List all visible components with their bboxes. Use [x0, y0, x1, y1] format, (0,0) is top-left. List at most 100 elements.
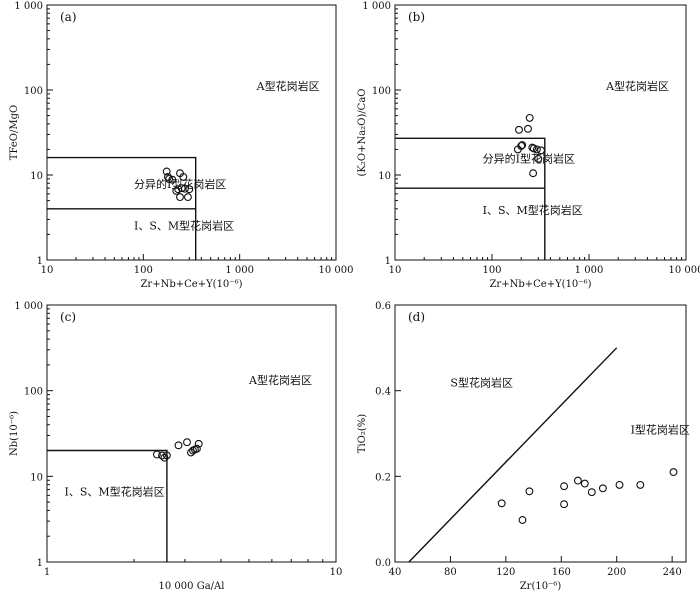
region-label: A型花岗岩区	[248, 373, 312, 387]
field-boundary-line	[408, 347, 618, 563]
data-point	[537, 146, 545, 155]
data-point	[183, 193, 192, 202]
data-point	[162, 167, 171, 176]
y-tick-label: 10	[30, 472, 43, 483]
data-point	[162, 451, 171, 460]
data-point	[580, 479, 589, 488]
x-tick-label: 10	[41, 265, 54, 276]
y-axis-title: TFeO/MgO	[9, 105, 20, 160]
x-tick-label: 160	[552, 567, 571, 578]
y-tick-label: 0.6	[375, 301, 391, 312]
y-axis-title: (K₂O+Na₂O)/CaO	[357, 89, 368, 177]
x-tick-label: 80	[444, 567, 457, 578]
data-point	[573, 476, 582, 485]
x-tick-label: 1 000	[575, 265, 604, 276]
x-tick-label: 1	[44, 567, 50, 578]
data-point	[176, 193, 184, 202]
plot-frame	[46, 4, 337, 261]
region-label: S型花岗岩区	[450, 375, 513, 389]
field-boundary-line	[395, 137, 546, 260]
data-point	[172, 186, 181, 195]
region-label: I、S、M型花岗岩区	[134, 218, 234, 232]
x-tick-label: 240	[663, 567, 682, 578]
plot-frame	[46, 304, 337, 563]
y-tick-label: 1 000	[14, 1, 43, 12]
y-tick-label: 0.0	[375, 558, 391, 569]
data-point	[598, 484, 607, 493]
y-tick-label: 1	[385, 256, 391, 267]
y-tick-label: 10	[30, 171, 43, 182]
data-point	[515, 125, 523, 134]
data-point	[525, 487, 534, 496]
data-point	[160, 453, 169, 462]
data-point	[525, 113, 534, 122]
data-point	[587, 488, 596, 497]
x-tick-label: 10	[330, 567, 343, 578]
x-tick-label: 10 000	[319, 265, 354, 276]
data-point	[560, 500, 569, 509]
x-tick-label: 40	[389, 567, 402, 578]
data-point	[179, 172, 188, 181]
panel-label: (a)	[60, 10, 77, 24]
y-tick-label: 1	[37, 256, 43, 267]
data-point	[158, 451, 166, 460]
x-tick-label: 120	[496, 567, 515, 578]
data-point	[165, 174, 174, 183]
data-point	[529, 144, 538, 153]
field-boundary-line	[47, 449, 168, 562]
data-point	[560, 482, 569, 491]
data-point	[524, 124, 532, 133]
y-tick-label: 1 000	[362, 1, 391, 12]
region-label: 分异的I型花岗岩区	[134, 177, 226, 191]
region-label: I、S、M型花岗岩区	[65, 484, 165, 498]
y-tick-label: 100	[24, 86, 43, 97]
region-label: I、S、M型花岗岩区	[483, 203, 583, 217]
x-tick-label: 10	[389, 265, 402, 276]
region-label: 分异的I型花岗岩区	[483, 152, 575, 166]
panel-c: 1 10 1 10 100 1 000 A型花岗岩区 I、S、M型花岗岩区 (c) 10 000 …	[9, 301, 342, 592]
x-axis-title: Zr+Nb+Ce+Y(10⁻⁶)	[489, 279, 591, 290]
data-point	[636, 480, 645, 489]
x-tick-label: 1 000	[225, 265, 254, 276]
y-tick-label: 0.4	[375, 387, 391, 398]
plot-frame	[394, 304, 687, 563]
data-point	[534, 154, 543, 163]
data-point	[168, 175, 177, 184]
y-tick-label: 10	[378, 171, 391, 182]
data-point	[174, 441, 183, 450]
data-point	[497, 499, 506, 508]
region-label: A型花岗岩区	[256, 79, 320, 93]
data-point	[669, 468, 678, 477]
panel-label: (d)	[408, 310, 425, 324]
x-tick-label: 100	[482, 265, 501, 276]
region-label: A型花岗岩区	[605, 79, 669, 93]
field-boundary-line	[47, 156, 197, 260]
plot-frame	[394, 4, 687, 261]
data-point	[529, 169, 538, 178]
x-tick-label: 200	[607, 567, 626, 578]
y-axis-title: TiO₂(%)	[357, 414, 368, 453]
y-tick-label: 100	[372, 86, 391, 97]
panel-d: 40 80 120 160 200 240 0.0 0.2 0.4 0.6 S型花岗岩区 I型花岗岩区…	[357, 301, 690, 592]
data-point	[513, 145, 522, 154]
region-label: I型花岗岩区	[631, 423, 690, 437]
data-point	[185, 185, 194, 194]
data-point	[183, 438, 191, 447]
data-point	[194, 439, 203, 448]
y-tick-label: 1	[37, 558, 43, 569]
x-axis-title: Zr(10⁻⁶)	[520, 581, 562, 592]
y-tick-label: 0.2	[375, 472, 391, 483]
y-tick-label: 100	[24, 387, 43, 398]
y-tick-label: 1 000	[14, 301, 43, 312]
x-axis-title: 10 000 Ga/Al	[159, 581, 225, 592]
data-point	[528, 143, 537, 152]
data-point	[615, 480, 624, 489]
panel-label: (c)	[60, 310, 76, 324]
data-point	[518, 516, 527, 524]
data-point	[532, 145, 541, 154]
x-axis-title: Zr+Nb+Ce+Y(10⁻⁶)	[140, 279, 242, 290]
data-point	[518, 141, 527, 150]
